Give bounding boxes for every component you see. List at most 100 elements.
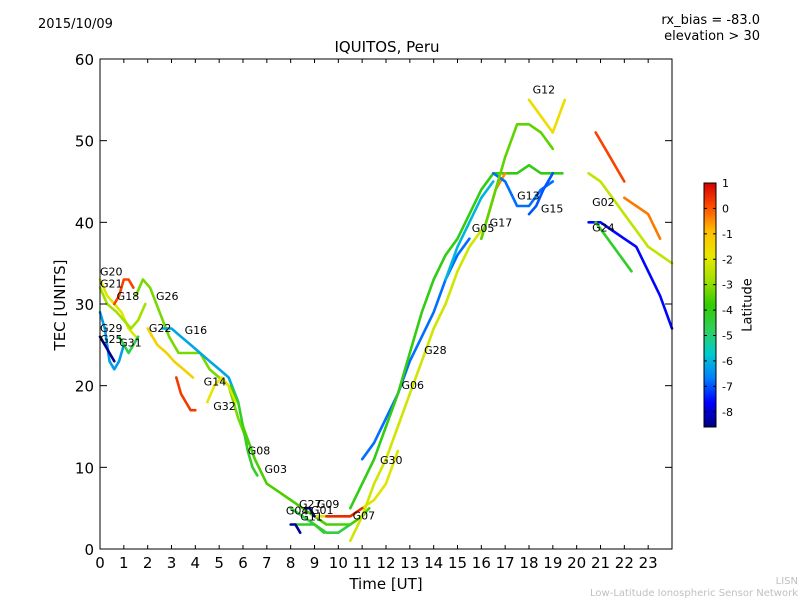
x-tick-label: 0 bbox=[95, 554, 105, 572]
satellite-label-G32: G32 bbox=[213, 400, 236, 413]
series-G15 bbox=[527, 172, 555, 216]
y-tick-label: 10 bbox=[75, 459, 94, 477]
satellite-label-G29: G29 bbox=[100, 322, 123, 335]
x-tick-label: 22 bbox=[615, 554, 634, 572]
x-axis-label: Time [UT] bbox=[349, 575, 423, 593]
colorbar-tick-label: -4 bbox=[722, 304, 733, 317]
satellite-label-G05: G05 bbox=[472, 222, 495, 235]
x-tick-label: 1 bbox=[119, 554, 129, 572]
series-G02b bbox=[594, 131, 626, 183]
series-G32 bbox=[206, 376, 238, 404]
y-tick-label: 60 bbox=[75, 51, 94, 69]
footer-lisn: LISN bbox=[775, 576, 798, 587]
satellite-label-G16: G16 bbox=[185, 324, 208, 337]
series-G26 bbox=[134, 278, 250, 445]
series-G28 bbox=[348, 229, 483, 543]
series-G11 bbox=[294, 523, 326, 535]
satellite-label-G04: G04 bbox=[286, 505, 309, 518]
x-tick-label: 11 bbox=[353, 554, 372, 572]
x-tick-label: 13 bbox=[400, 554, 419, 572]
y-tick-label: 40 bbox=[75, 214, 94, 232]
satellite-label-G31: G31 bbox=[119, 336, 142, 349]
series-G02 bbox=[587, 172, 674, 265]
satellite-label-G11: G11 bbox=[300, 510, 323, 523]
x-tick-label: 23 bbox=[639, 554, 658, 572]
series-G31 bbox=[117, 335, 140, 355]
rx-bias-label: rx_bias = -83.0 bbox=[661, 13, 760, 28]
x-tick-label: 5 bbox=[214, 554, 224, 572]
x-tick-label: 10 bbox=[329, 554, 348, 572]
satellite-label-G25: G25 bbox=[100, 333, 123, 346]
x-tick-label: 4 bbox=[191, 554, 201, 572]
x-tick-label: 9 bbox=[310, 554, 320, 572]
series-G30 bbox=[360, 237, 471, 461]
series-G21 bbox=[98, 286, 147, 330]
satellite-label-G06: G06 bbox=[401, 379, 424, 392]
satellite-label-G09: G09 bbox=[317, 498, 340, 511]
series-G08 bbox=[229, 384, 259, 477]
satellite-label-G03: G03 bbox=[264, 463, 287, 476]
series-G14 bbox=[175, 376, 197, 412]
colorbar bbox=[703, 182, 717, 428]
date-label: 2015/10/09 bbox=[38, 17, 113, 32]
x-tick-label: 16 bbox=[472, 554, 491, 572]
x-tick-label: 14 bbox=[424, 554, 443, 572]
series-G05 bbox=[444, 180, 495, 281]
x-tick-label: 8 bbox=[286, 554, 296, 572]
colorbar-tick-label: -6 bbox=[722, 355, 733, 368]
x-tick-label: 6 bbox=[238, 554, 248, 572]
series-G22 bbox=[146, 327, 195, 379]
colorbar-tick-label: -1 bbox=[722, 228, 733, 241]
x-tick-label: 20 bbox=[567, 554, 586, 572]
series-G18 bbox=[113, 278, 135, 306]
satellite-label-G24: G24 bbox=[592, 221, 615, 234]
footer-network: Low-Latitude Ionospheric Sensor Network bbox=[590, 588, 798, 599]
y-tick-label: 50 bbox=[75, 133, 94, 151]
colorbar-tick-label: -8 bbox=[722, 406, 733, 419]
series-G24b bbox=[594, 221, 633, 273]
satellite-label-G15: G15 bbox=[541, 203, 564, 216]
satellite-label-G27: G27 bbox=[299, 498, 322, 511]
x-tick-label: 18 bbox=[519, 554, 538, 572]
satellite-label-G02: G02 bbox=[592, 196, 615, 209]
x-tick-label: 21 bbox=[591, 554, 610, 572]
satellite-label-G22: G22 bbox=[149, 322, 172, 335]
x-tick-label: 19 bbox=[543, 554, 562, 572]
x-tick-label: 3 bbox=[167, 554, 177, 572]
series-G09 bbox=[325, 506, 364, 518]
y-tick-label: 20 bbox=[75, 378, 94, 396]
colorbar-tick-label: -2 bbox=[722, 253, 733, 266]
satellite-label-G28: G28 bbox=[424, 344, 447, 357]
x-tick-label: 12 bbox=[376, 554, 395, 572]
satellite-label-G13: G13 bbox=[517, 189, 540, 202]
x-tick-label: 2 bbox=[143, 554, 153, 572]
series-G16 bbox=[160, 327, 240, 404]
elevation-label: elevation > 30 bbox=[664, 29, 760, 44]
colorbar-tick-label: -7 bbox=[722, 380, 733, 393]
satellite-label-G12: G12 bbox=[533, 83, 556, 96]
satellite-label-G30: G30 bbox=[380, 454, 403, 467]
series-G12 bbox=[479, 123, 555, 240]
satellite-label-G18: G18 bbox=[117, 290, 140, 303]
x-tick-label: 7 bbox=[262, 554, 272, 572]
series-G24 bbox=[587, 221, 674, 330]
x-tick-label: 17 bbox=[496, 554, 515, 572]
colorbar-tick-label: -3 bbox=[722, 279, 733, 292]
series-G25 bbox=[98, 335, 116, 363]
satellite-label-G20: G20 bbox=[100, 265, 123, 278]
series-G01 bbox=[303, 506, 316, 518]
series-G12b bbox=[527, 98, 567, 134]
x-tick-label: 15 bbox=[448, 554, 467, 572]
y-tick-label: 30 bbox=[75, 296, 94, 314]
satellite-label-G01: G01 bbox=[311, 504, 334, 517]
y-tick-label: 0 bbox=[84, 541, 94, 559]
series-G20 bbox=[98, 278, 138, 339]
satellite-label-G08: G08 bbox=[248, 444, 271, 457]
series-G06 bbox=[348, 163, 564, 510]
satellite-label-G26: G26 bbox=[156, 290, 179, 303]
satellite-label-G14: G14 bbox=[204, 376, 227, 389]
series-G23 bbox=[622, 196, 662, 240]
satellite-label-G21: G21 bbox=[100, 278, 123, 291]
series-G29 bbox=[98, 310, 126, 371]
